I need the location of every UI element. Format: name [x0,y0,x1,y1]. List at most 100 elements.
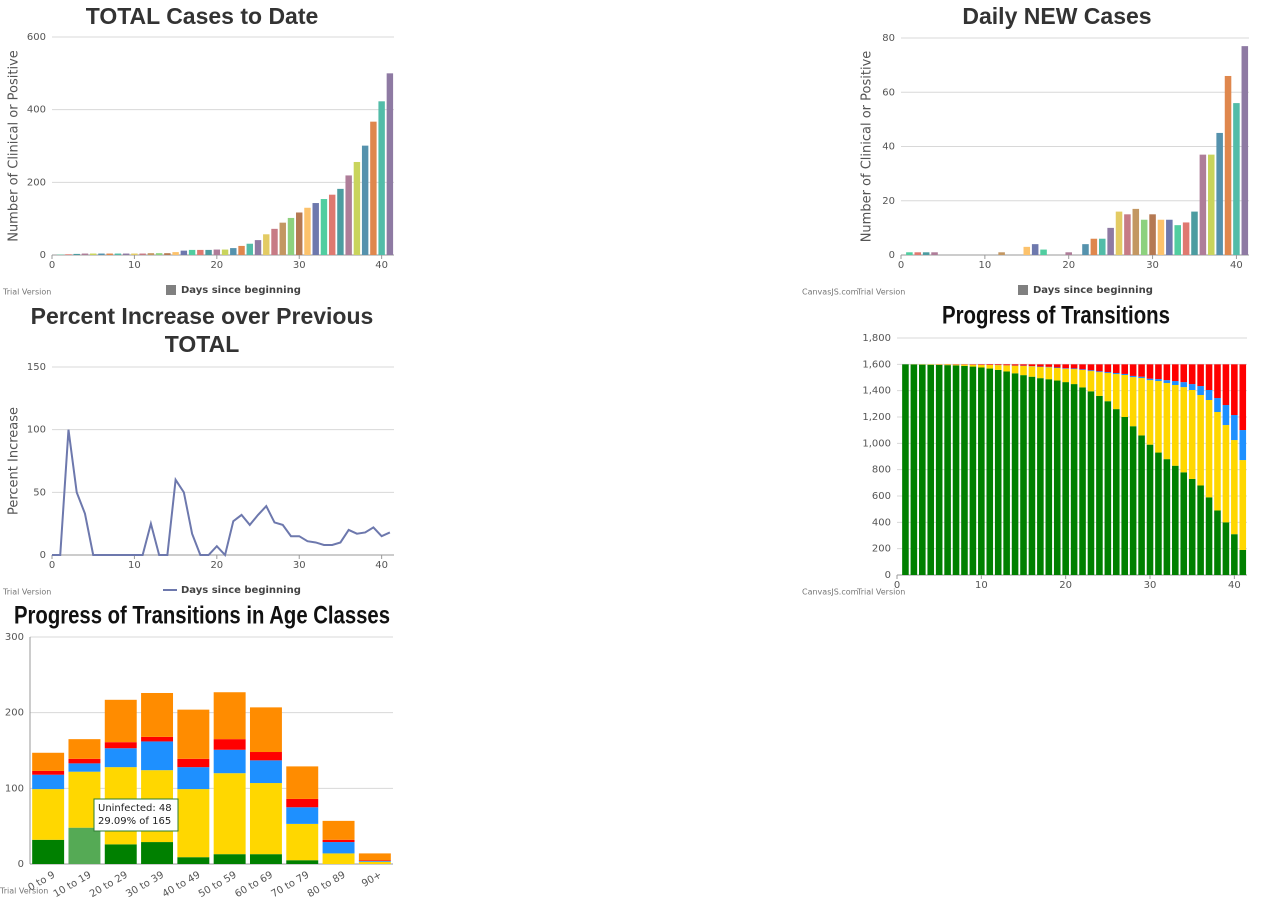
bar-segment [969,366,977,575]
bar-segment [1011,373,1019,575]
bar [1149,214,1156,255]
bar-segment [141,736,174,742]
bar-segment [104,748,137,768]
x-tick-label: 20 [210,560,223,571]
bar [147,253,155,255]
x-tick-label: 40 [375,560,388,571]
bar-segment [1079,369,1086,370]
bar-segment [1180,364,1188,383]
trial-label: Trial Version [0,887,48,896]
bar-segment [249,783,282,855]
bar-segment [1197,395,1204,486]
bar-segment [177,758,210,768]
bar [271,228,278,255]
bar [1191,211,1198,255]
bar-segment [1231,364,1238,416]
bar [1157,219,1165,255]
y-tick-label: 600 [27,32,46,43]
bar [65,254,72,255]
bar-segment [322,853,355,864]
bar [180,250,188,255]
bar-segment [961,364,968,366]
x-tick-label: 80 to 89 [306,870,348,898]
bar-segment [177,767,210,790]
bar [164,253,171,255]
bar [1199,154,1207,255]
bar [1040,249,1047,255]
bar-segment [32,770,65,775]
bar-segment [1096,364,1103,372]
x-tick-label: 20 [1062,260,1075,271]
bar-segment [1163,380,1171,384]
bar-segment [213,692,246,740]
y-tick-label: 200 [27,177,46,188]
bar-segment [1155,379,1162,382]
x-tick-label: 10 [975,580,988,591]
x-tick-label: 0 [894,580,900,591]
bar-segment [286,823,319,861]
x-tick-label: 40 [1230,260,1243,271]
bar-segment [1222,364,1230,406]
y-tick-label: 400 [27,105,46,116]
bar-segment [919,364,926,575]
bar [238,245,245,255]
bar-segment [286,860,319,864]
bar-segment [1180,382,1188,388]
bar-segment [986,368,994,575]
x-tick-label: 40 [375,260,388,271]
bar-segment [286,807,319,824]
tooltip-line: 29.09% of 165 [98,816,171,827]
bar-segment [1239,549,1247,575]
x-tick-label: 10 [128,560,141,571]
bar-segment [1053,380,1061,575]
y-tick-label: 600 [872,491,891,502]
chart-title: Percent Increase over Previous TOTAL [30,303,374,357]
bar-segment [1146,378,1154,381]
y-tick-label: 60 [882,87,895,98]
bar-segment [1214,398,1221,412]
chart-title: Progress of Transitions in Age Classes [14,602,390,630]
y-tick-label: 80 [882,33,895,44]
tooltip-line: Uninfected: 48 [98,803,172,814]
y-tick-label: 0 [889,250,895,261]
bar [320,199,328,255]
bar-segment [1070,369,1078,385]
bar-segment [1045,364,1053,367]
x-tick-label: 30 [293,260,306,271]
y-tick-label: 50 [33,487,46,498]
bar-segment [1028,366,1036,377]
bar [1098,238,1106,255]
x-tick-label: 30 [1144,580,1157,591]
bar-segment [1188,390,1196,479]
bar-segment [249,752,282,761]
bar [98,253,105,255]
bar-segment [1129,375,1137,378]
bar-segment [1155,364,1162,380]
bar-segment [1096,371,1103,373]
bar [304,207,311,255]
x-tick-label: 70 to 79 [269,870,311,898]
bar-segment [1197,386,1204,396]
bar [205,249,212,255]
bar-segment [1053,368,1061,381]
bar [287,217,295,255]
legend-label: Days since beginning [181,285,301,296]
bar [1023,246,1031,255]
bar [1233,103,1240,255]
bar-segment [1028,376,1036,575]
bar [296,212,303,255]
trial-label: Trial Version [2,588,51,597]
bar-segment [1121,364,1128,374]
bar-segment [994,369,1002,575]
bar-segment [32,839,65,864]
y-tick-label: 40 [882,142,895,153]
y-axis-title: Percent Increase [7,407,22,515]
legend-label: Days since beginning [181,585,301,596]
bar-segment [286,798,319,808]
y-tick-label: 1,200 [862,412,891,423]
bar-segment [1138,378,1145,436]
x-tick-label: 40 [1228,580,1241,591]
bar-segment [249,707,282,753]
